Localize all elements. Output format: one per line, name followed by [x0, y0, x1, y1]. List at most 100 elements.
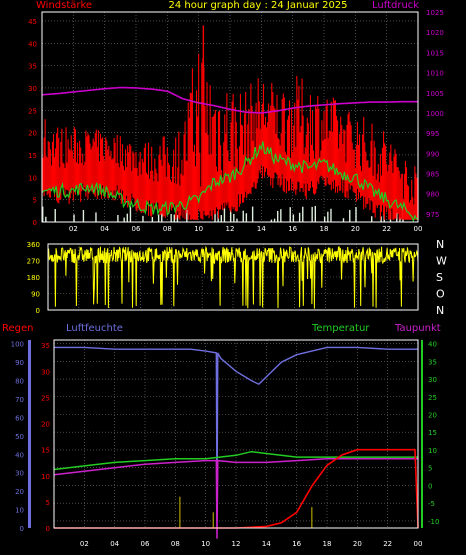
temperature-tick-label: 15 [428, 429, 437, 437]
rain-tick-label: 35 [41, 342, 50, 350]
rain-tick-label: 25 [41, 394, 50, 402]
calm-bar [251, 206, 254, 222]
x-tick-label: 02 [80, 540, 89, 548]
x-tick-label: 08 [163, 225, 172, 233]
calm-bar [245, 213, 248, 222]
direction-tick-label: 90 [31, 291, 40, 299]
pressure-tick-label: 980 [426, 191, 439, 199]
rain-tick-label: 5 [46, 499, 50, 507]
pressure-tick-label: 1005 [426, 90, 444, 98]
pressure-tick-label: 990 [426, 150, 439, 158]
temperature-axis-bar [421, 340, 423, 528]
x-tick-label: 04 [100, 225, 109, 233]
x-tick-label: 20 [353, 540, 362, 548]
panel-frame [47, 243, 419, 311]
series-taupunkt [53, 458, 418, 539]
calm-bar [42, 206, 44, 222]
calm-bar [220, 215, 222, 222]
pressure-axis-title: Luftdruck [372, 0, 419, 11]
calm-bar [95, 212, 97, 222]
series-regen [54, 448, 419, 529]
calm-bar [214, 209, 216, 222]
compass-label: N [436, 304, 444, 317]
calm-bar [186, 206, 188, 222]
legend-temperatur: Temperatur [311, 323, 370, 334]
wind-tick-label: 20 [28, 130, 37, 138]
calm-bar [355, 207, 357, 222]
calm-bar [157, 214, 160, 222]
direction-tick-label: 180 [27, 274, 40, 282]
wind-tick-label: 15 [28, 152, 37, 160]
series-luftfeuchte [54, 346, 418, 510]
calm-bar [230, 208, 232, 222]
calm-bar [151, 217, 154, 222]
pressure-tick-label: 1000 [426, 110, 444, 118]
x-tick-label: 04 [110, 540, 119, 548]
calm-bar [54, 209, 56, 222]
pressure-tick-label: 985 [426, 171, 439, 179]
x-tick-label: 12 [226, 225, 235, 233]
calm-bar [311, 206, 313, 222]
calm-bar [292, 214, 295, 222]
calm-bar [161, 210, 163, 222]
humidity-tick-label: 10 [15, 507, 24, 515]
x-tick-label: 18 [320, 225, 329, 233]
wind-tick-label: 0 [33, 219, 37, 227]
humidity-tick-label: 90 [15, 359, 24, 367]
calm-bar [126, 213, 128, 222]
calm-bar [273, 218, 276, 222]
calm-bar [396, 209, 398, 222]
temperature-tick-label: 30 [428, 376, 437, 384]
humidity-tick-label: 30 [15, 470, 24, 478]
direction-tick-label: 0 [36, 307, 40, 315]
temperature-tick-label: 25 [428, 394, 437, 402]
x-tick-label: 08 [171, 540, 180, 548]
temperature-tick-label: 35 [428, 358, 437, 366]
x-tick-label: 06 [132, 225, 141, 233]
wind-axis-title: Windstärke [36, 0, 92, 11]
rain-tick-label: 30 [41, 368, 50, 376]
pressure-tick-label: 1010 [426, 70, 444, 78]
temperature-tick-label: -10 [428, 518, 439, 526]
wind-tick-label: 30 [28, 85, 37, 93]
calm-bar [223, 208, 226, 222]
panel-frame [53, 339, 419, 529]
direction-tick-label: 270 [27, 258, 40, 266]
x-tick-label: 00 [414, 540, 423, 548]
pressure-tick-label: 995 [426, 130, 439, 138]
x-tick-label: 16 [292, 540, 301, 548]
calm-bar [233, 213, 235, 222]
humidity-tick-label: 80 [15, 378, 24, 386]
x-tick-label: 20 [351, 225, 360, 233]
humidity-axis-bar [28, 340, 31, 528]
calm-bar [342, 218, 345, 222]
calm-bar [289, 207, 291, 222]
calm-bar [82, 209, 85, 222]
pressure-tick-label: 1020 [426, 29, 444, 37]
humidity-temperature-panel: -10-505101520253035400102030405060708090… [11, 339, 439, 548]
humidity-tick-label: 50 [15, 433, 24, 441]
calm-bar [270, 219, 273, 222]
x-tick-label: 00 [414, 225, 423, 233]
calm-bar [73, 214, 75, 222]
calm-bar [142, 215, 144, 222]
calm-bar [45, 216, 47, 222]
rain-tick-label: 10 [41, 473, 50, 481]
compass-label: W [436, 255, 447, 268]
temperature-tick-label: 0 [428, 482, 432, 490]
calm-bar [280, 209, 282, 222]
rain-tick-label: 15 [41, 447, 50, 455]
x-tick-label: 22 [383, 540, 392, 548]
wind-tick-label: 45 [28, 18, 37, 26]
calm-bar [129, 206, 132, 222]
humidity-tick-label: 70 [15, 396, 24, 404]
series-luftdruck [41, 86, 418, 114]
temperature-tick-label: 10 [428, 447, 437, 455]
wind-tick-label: 25 [28, 107, 37, 115]
calm-bar [242, 210, 244, 222]
temperature-tick-label: 5 [428, 465, 432, 473]
x-tick-label: 14 [257, 225, 266, 233]
calm-bar [176, 215, 179, 222]
